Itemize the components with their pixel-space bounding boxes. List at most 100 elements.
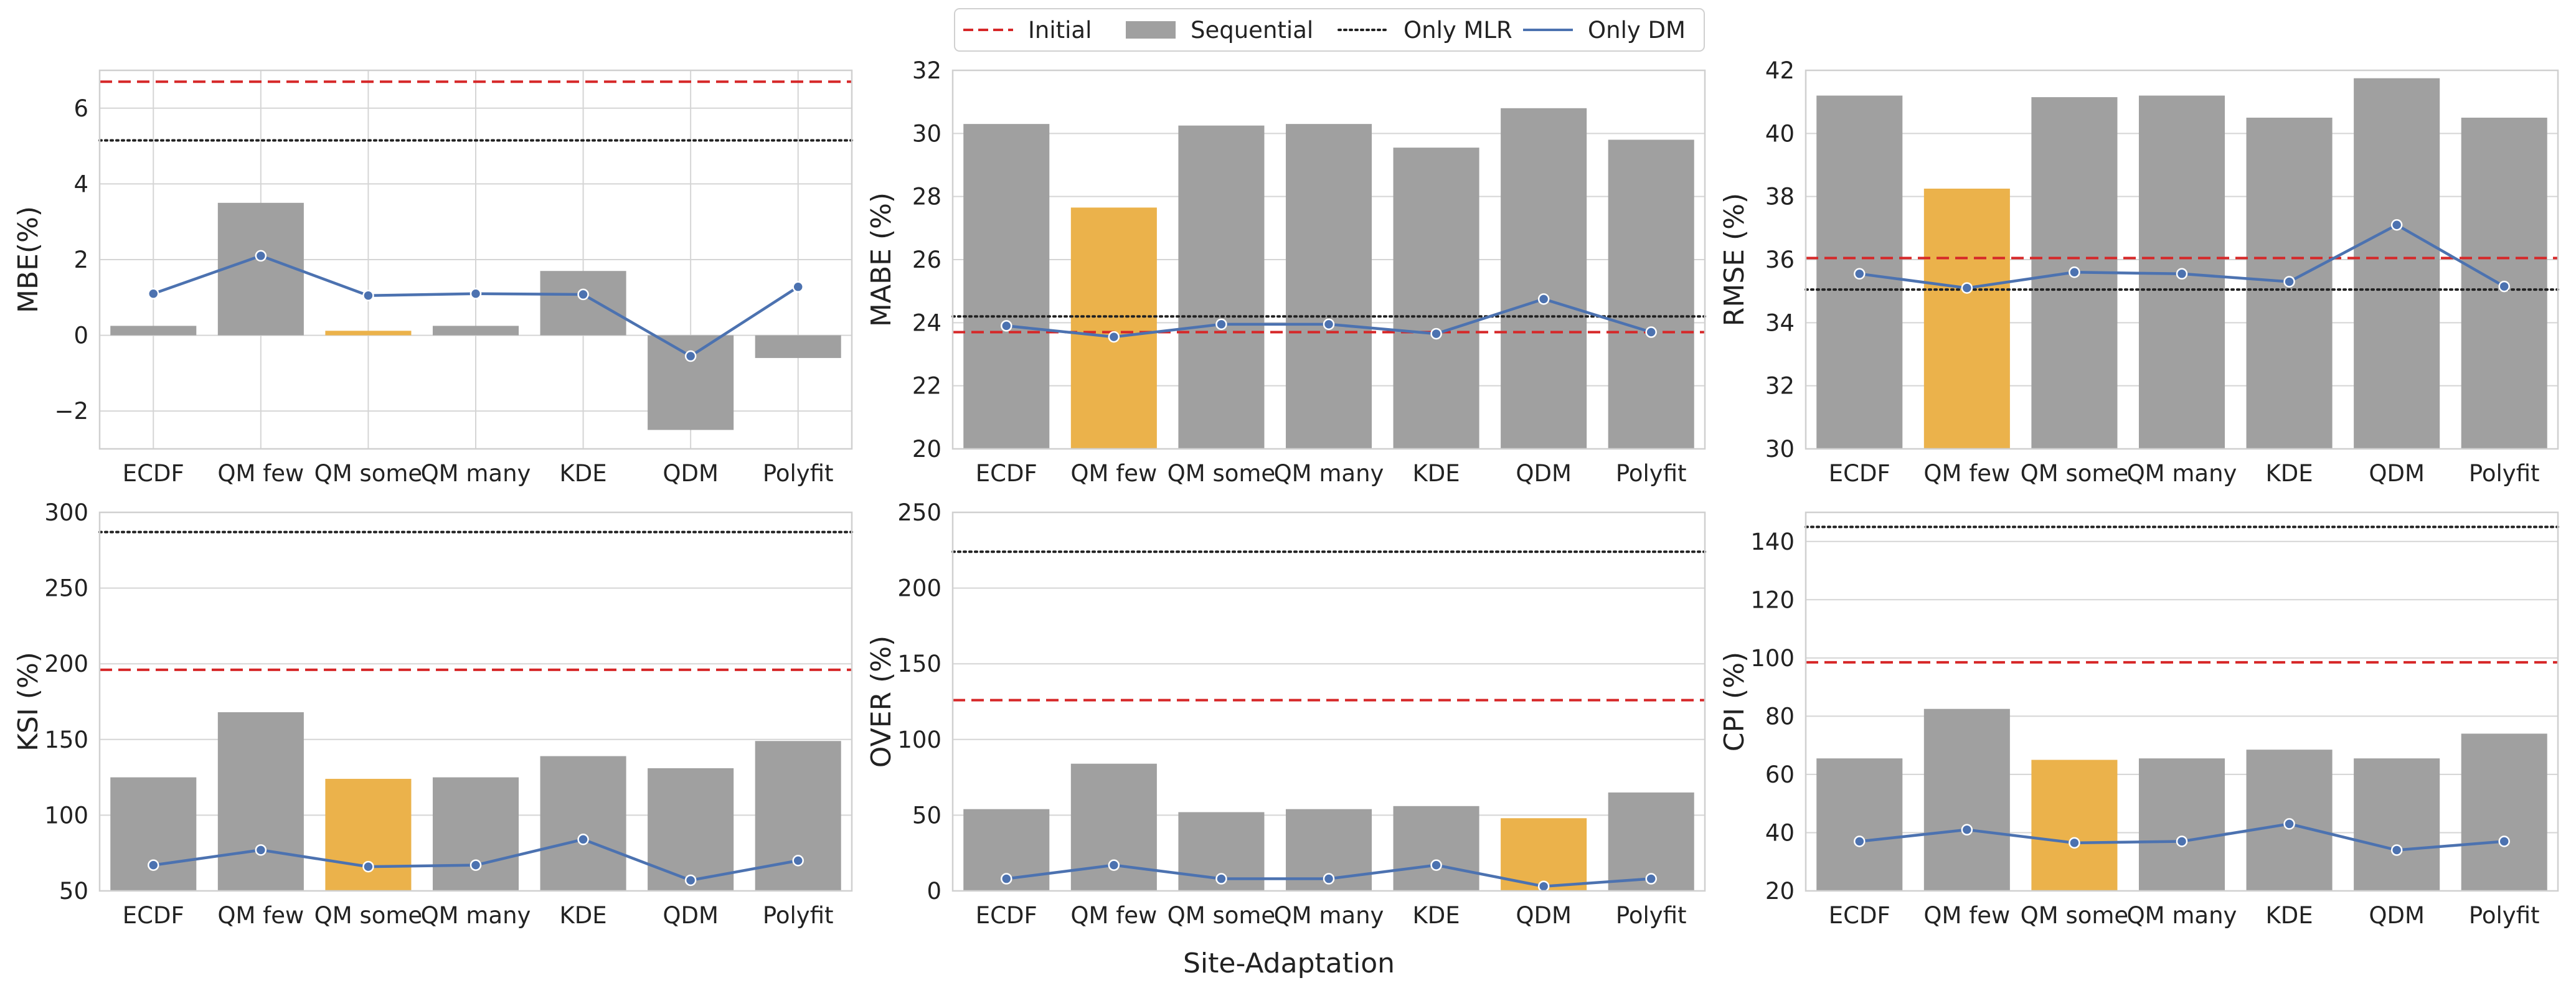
y-tick-label: 150 <box>44 727 88 753</box>
bar-qm-some <box>325 331 412 336</box>
x-tick-label: QDM <box>2369 460 2425 487</box>
x-tick-label: QM few <box>217 902 304 929</box>
y-tick-label: 80 <box>1765 703 1795 730</box>
legend-label: Only MLR <box>1404 17 1512 44</box>
only-dm-point-qdm <box>684 350 697 362</box>
bar-ecdf <box>110 777 197 891</box>
legend-entry-sequential: Sequential <box>1126 17 1313 44</box>
x-tick-label: KDE <box>1413 902 1460 929</box>
x-tick-label: QM some <box>1168 902 1276 929</box>
only-dm-point-ecdf <box>1854 835 1866 847</box>
x-tick-label: Polyfit <box>2469 460 2540 487</box>
bar-qm-few <box>1923 708 2010 891</box>
y-tick-label: 34 <box>1765 309 1795 336</box>
bar-ecdf <box>963 124 1050 449</box>
only-dm-point-qm-few <box>1961 824 1973 836</box>
bar-qm-few <box>1923 189 2010 449</box>
bar-qm-few <box>217 712 304 891</box>
y-tick-label: 250 <box>897 499 941 526</box>
only-dm-point-qdm <box>2390 844 2403 856</box>
only-dm-point-qm-some <box>1215 318 1227 331</box>
legend-box <box>954 8 1705 52</box>
y-tick-label: 40 <box>1765 120 1795 147</box>
plot-frame <box>98 69 853 450</box>
x-tick-label: QM many <box>421 902 531 929</box>
legend-label: Sequential <box>1191 17 1313 44</box>
x-tick-label: QM many <box>1274 460 1384 487</box>
bar-qm-few <box>1070 207 1157 449</box>
y-tick-label: 42 <box>1765 57 1795 84</box>
only-dm-point-qm-few <box>1108 859 1120 871</box>
only-dm-point-qdm <box>684 874 697 887</box>
x-tick-label: QDM <box>1516 460 1572 487</box>
y-axis-label: OVER (%) <box>866 636 897 768</box>
only-dm-point-qm-many <box>469 859 482 871</box>
y-tick-label: 100 <box>897 727 941 753</box>
only-dm-point-qm-many <box>2176 835 2188 847</box>
only-dm-point-ecdf <box>1001 320 1012 332</box>
only-dm-point-polyfit <box>792 855 804 867</box>
x-tick-label: ECDF <box>976 902 1037 929</box>
only-dm-point-qdm <box>2390 219 2403 231</box>
x-tick-label: QM few <box>1923 902 2010 929</box>
only-dm-point-qm-many <box>1323 318 1335 331</box>
x-tick-label: QM many <box>1274 902 1384 929</box>
only-dm-point-qm-some <box>362 289 374 302</box>
bar-polyfit <box>2461 733 2547 891</box>
y-axis-label: MBE(%) <box>12 206 44 313</box>
only-dm-point-qm-some <box>2069 266 2080 278</box>
legend-swatch <box>1126 21 1176 39</box>
y-tick-label: 6 <box>73 95 88 122</box>
y-axis-label: KSI (%) <box>12 652 44 751</box>
legend-entry-only-mlr: Only MLR <box>1338 17 1512 44</box>
bar-polyfit <box>755 741 841 891</box>
x-tick-label: QM some <box>2021 460 2129 487</box>
y-tick-label: 26 <box>912 247 941 273</box>
y-axis-label: CPI (%) <box>1719 652 1750 751</box>
legend-label: Only DM <box>1588 17 1686 44</box>
only-dm-point-qdm <box>1537 880 1550 892</box>
y-tick-label: 38 <box>1765 184 1795 210</box>
y-tick-label: 100 <box>1750 645 1795 672</box>
y-tick-label: 24 <box>912 309 941 336</box>
x-tick-label: KDE <box>2266 902 2313 929</box>
y-tick-label: 100 <box>44 802 88 829</box>
legend-entry-initial: Initial <box>963 17 1092 44</box>
bar-kde <box>540 756 626 891</box>
y-tick-label: 4 <box>73 171 88 197</box>
y-axis-label: RMSE (%) <box>1719 193 1750 326</box>
y-tick-label: 2 <box>73 247 88 273</box>
x-tick-label: KDE <box>2266 460 2313 487</box>
only-dm-point-polyfit <box>1645 873 1657 885</box>
only-dm-point-kde <box>577 834 589 845</box>
bar-qm-many <box>432 326 519 336</box>
x-tick-label: ECDF <box>123 902 184 929</box>
only-dm-point-qm-few <box>255 250 267 262</box>
x-tick-label: QDM <box>2369 902 2425 929</box>
y-tick-label: 32 <box>912 57 941 84</box>
bar-qm-many <box>1285 124 1372 449</box>
y-tick-label: 200 <box>897 575 941 602</box>
bar-polyfit <box>755 335 841 359</box>
bar-qdm <box>1501 818 1587 891</box>
only-dm-point-qdm <box>1537 293 1550 305</box>
y-tick-label: 50 <box>59 878 88 905</box>
only-dm-point-kde <box>1430 859 1442 871</box>
bar-qm-many <box>2138 758 2225 891</box>
only-dm-point-qm-many <box>2176 268 2188 280</box>
x-tick-label: QM some <box>314 902 423 929</box>
x-tick-label: QM some <box>314 460 423 487</box>
x-tick-label: ECDF <box>1829 902 1890 929</box>
y-tick-label: 30 <box>1765 436 1795 463</box>
only-dm-point-polyfit <box>1645 326 1657 338</box>
bar-kde <box>1393 148 1479 449</box>
only-dm-point-kde <box>1430 327 1442 340</box>
only-dm-point-kde <box>2283 818 2295 830</box>
only-dm-point-qm-some <box>362 860 374 873</box>
only-dm-point-kde <box>577 288 589 301</box>
x-tick-label: QDM <box>663 460 719 487</box>
only-dm-point-polyfit <box>2498 835 2510 847</box>
